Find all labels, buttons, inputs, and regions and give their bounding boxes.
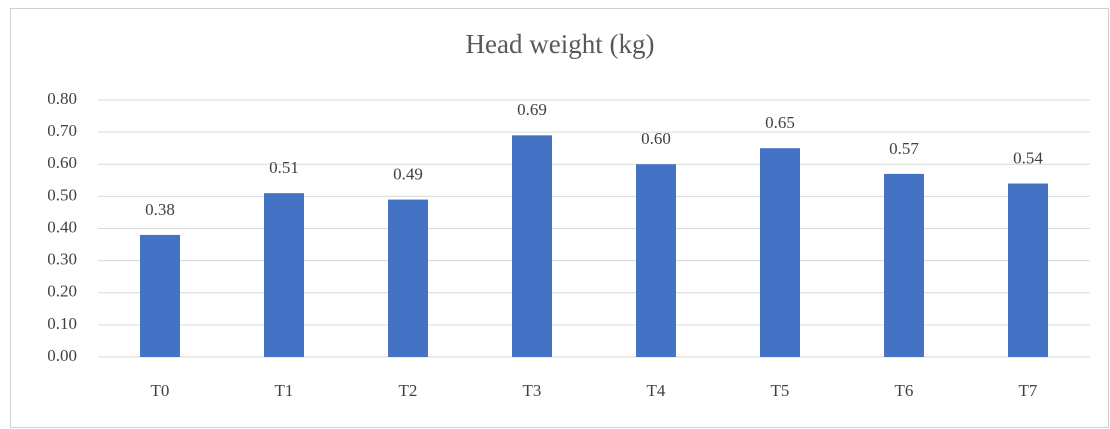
bar <box>264 193 304 357</box>
chart-border <box>10 8 1109 428</box>
data-label: 0.38 <box>145 200 175 219</box>
y-tick-label: 0.20 <box>47 282 77 301</box>
bar <box>1008 183 1048 357</box>
x-tick-label: T2 <box>399 381 418 400</box>
bar <box>140 234 180 357</box>
y-tick-label: 0.60 <box>47 153 77 172</box>
x-tick-label: T6 <box>895 381 914 400</box>
bar <box>388 199 428 357</box>
x-tick-label: T3 <box>523 381 542 400</box>
y-tick-label: 0.50 <box>47 185 77 204</box>
x-tick-label: T7 <box>1019 381 1038 400</box>
y-tick-label: 0.70 <box>47 121 77 140</box>
data-label: 0.49 <box>393 164 423 183</box>
data-label: 0.54 <box>1013 148 1043 167</box>
data-label: 0.60 <box>641 129 671 148</box>
x-tick-label: T1 <box>275 381 294 400</box>
data-label: 0.51 <box>269 158 299 177</box>
y-tick-label: 0.40 <box>47 217 77 236</box>
y-tick-label: 0.10 <box>47 314 77 333</box>
data-label: 0.69 <box>517 100 547 119</box>
x-tick-label: T5 <box>771 381 790 400</box>
x-tick-label: T0 <box>151 381 170 400</box>
chart-title: Head weight (kg) <box>466 29 655 59</box>
y-tick-label: 0.80 <box>47 89 77 108</box>
bar <box>636 164 676 357</box>
data-label: 0.57 <box>889 139 919 158</box>
bar <box>760 148 800 357</box>
x-tick-label: T4 <box>647 381 666 400</box>
data-label: 0.65 <box>765 113 795 132</box>
bar <box>512 135 552 357</box>
y-tick-label: 0.30 <box>47 250 77 269</box>
bar <box>884 173 924 357</box>
y-tick-label: 0.00 <box>47 346 77 365</box>
